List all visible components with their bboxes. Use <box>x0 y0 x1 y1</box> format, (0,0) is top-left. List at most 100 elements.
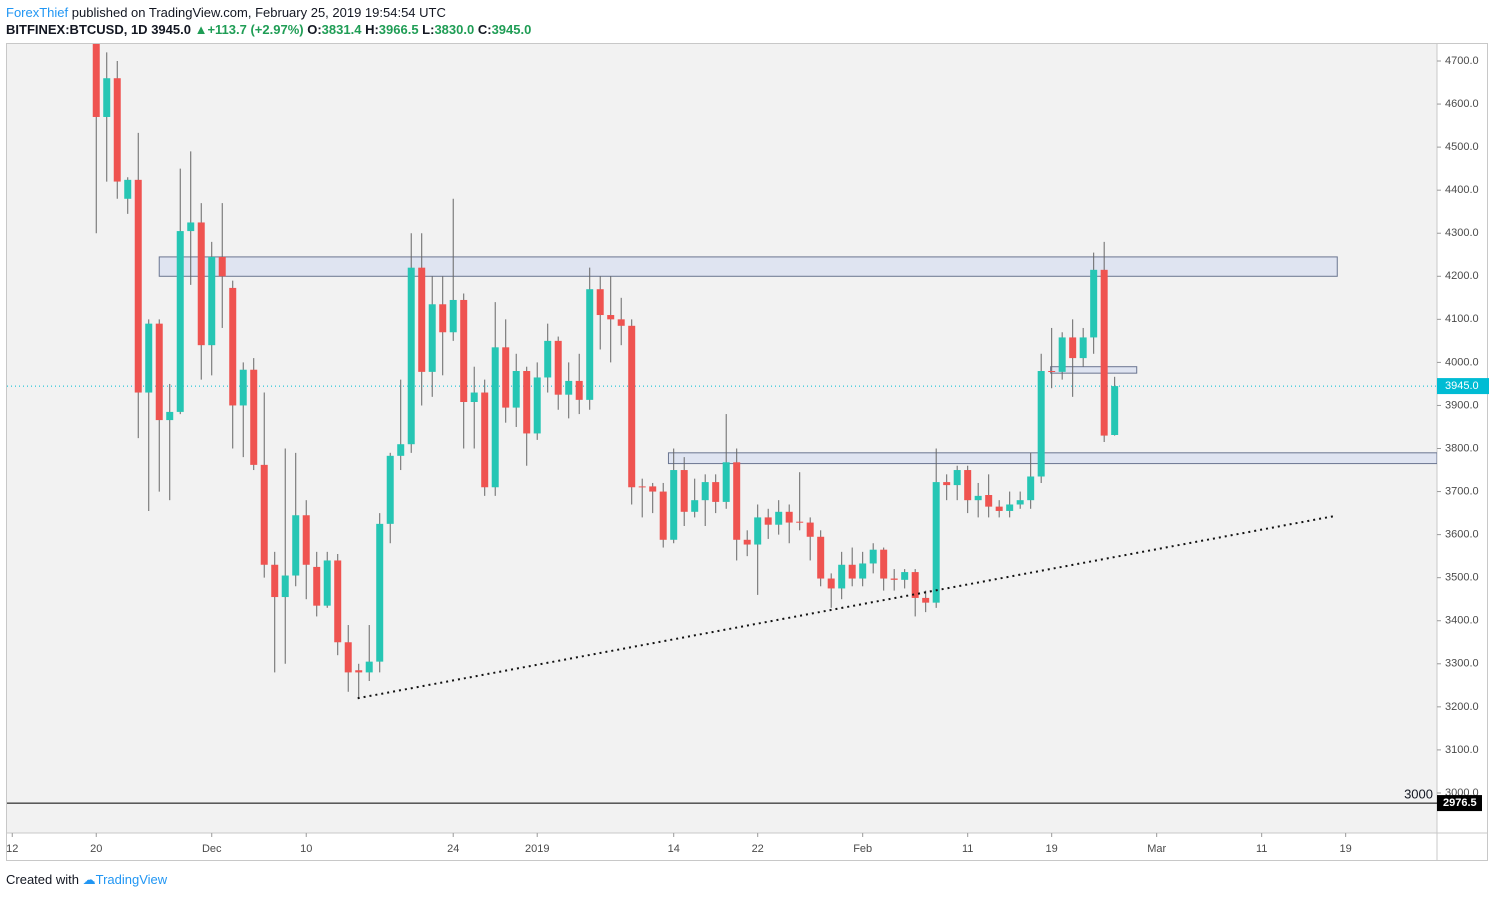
y-tick-label: 3600.0 <box>1445 529 1479 541</box>
ohlc-value: 3831.4 <box>321 22 362 37</box>
publish-line: ForexThief published on TradingView.com,… <box>6 4 531 21</box>
candle-body <box>827 578 835 589</box>
x-tick-label: 19 <box>1340 843 1352 855</box>
candle-body <box>575 380 583 400</box>
candle-body <box>470 392 478 403</box>
y-tick-label: 4000.0 <box>1445 356 1479 368</box>
candle-body <box>386 455 394 524</box>
candle-body <box>586 289 594 400</box>
y-tick-label: 3200.0 <box>1445 701 1479 713</box>
candle-body <box>155 323 163 421</box>
x-tick-label: 19 <box>1046 843 1058 855</box>
ohlc-label: L: <box>422 22 435 37</box>
ohlc-value: 3830.0 <box>434 22 475 37</box>
candle-body <box>197 222 205 346</box>
candle-body <box>218 256 226 277</box>
plot <box>7 44 1437 700</box>
candle-body <box>796 521 804 523</box>
candle-body <box>439 304 447 333</box>
candle-body <box>113 78 121 182</box>
symbol: BITFINEX:BTCUSD, 1D <box>6 22 148 37</box>
x-tick-label: 24 <box>447 843 459 855</box>
candle-body <box>649 486 657 492</box>
candle-body <box>344 642 352 673</box>
candle-body <box>785 511 793 523</box>
candle-body <box>964 470 972 501</box>
candle-body <box>880 549 888 579</box>
candle-body <box>103 78 111 117</box>
candle-body <box>250 369 258 465</box>
candle-body <box>229 287 237 406</box>
x-tick-label: 11 <box>962 843 973 855</box>
x-tick-label: Feb <box>853 843 872 855</box>
brand[interactable]: TradingView <box>95 872 168 887</box>
zone <box>667 452 1437 465</box>
candle-body <box>1016 500 1024 505</box>
y-tick-label: 3400.0 <box>1445 615 1479 627</box>
candle-body <box>260 464 268 565</box>
x-tick-label: 11 <box>1256 843 1267 855</box>
logo: ☁ <box>82 872 96 887</box>
y-tick-label: 3100.0 <box>1445 744 1479 756</box>
candle-body <box>1037 371 1045 477</box>
candle-body <box>985 495 993 507</box>
candle-body <box>722 462 730 502</box>
candle-body <box>890 578 898 580</box>
candle-body <box>565 380 573 395</box>
candle-body <box>418 267 426 372</box>
candle-body <box>859 563 867 579</box>
ohlc-label: O: <box>307 22 322 37</box>
last: 3945.0 <box>151 22 191 37</box>
published: published on TradingView.com, February 2… <box>71 5 446 20</box>
candle-body <box>1069 337 1077 359</box>
candle-body <box>1100 269 1108 436</box>
candle-body <box>995 506 1003 511</box>
author[interactable]: ForexThief <box>6 5 69 20</box>
candle-body <box>932 482 940 603</box>
y-tick-label: 3300.0 <box>1445 658 1479 670</box>
candle-body <box>512 371 520 408</box>
y-tick-label: 4300.0 <box>1445 227 1479 239</box>
candle-body <box>974 495 982 501</box>
candle-body <box>943 482 951 486</box>
ohlc-label: C: <box>477 22 492 37</box>
candle-body <box>1090 269 1098 338</box>
y-tick-label: 3700.0 <box>1445 485 1479 497</box>
candle-body <box>145 323 153 393</box>
candle-body <box>124 179 132 199</box>
x-tick-label: 22 <box>752 843 764 855</box>
candle-body <box>712 482 720 502</box>
y-tick-label: 4200.0 <box>1445 270 1479 282</box>
candle-body <box>302 515 310 565</box>
x-tick-label: 12 <box>6 843 18 855</box>
candle-body <box>407 267 415 445</box>
candle-body <box>922 597 930 603</box>
x-tick-label: 20 <box>90 843 102 855</box>
candle-body <box>208 256 216 346</box>
candle-body <box>901 572 909 580</box>
candle-body <box>838 564 846 589</box>
level-label-bg <box>1437 795 1482 812</box>
candle-body <box>848 564 856 579</box>
candle-body <box>166 411 174 421</box>
candle-body <box>176 231 184 412</box>
plot-background <box>7 44 1437 833</box>
candle-body <box>1006 504 1014 511</box>
x-tick-label: Dec <box>202 843 222 855</box>
candle-body <box>92 44 100 117</box>
candle-body <box>491 347 499 488</box>
y-tick-label: 4600.0 <box>1445 98 1479 110</box>
y-tick-label: 4700.0 <box>1445 55 1479 67</box>
candle-body <box>449 299 457 333</box>
ohlc-value: 3966.5 <box>378 22 419 37</box>
footer: Created with ☁TradingView <box>6 872 167 888</box>
candle-body <box>743 539 751 545</box>
candle-body <box>365 661 373 673</box>
candle-body <box>1111 386 1119 435</box>
x-tick-label: Mar <box>1147 843 1166 855</box>
ohlc-value: 3945.0 <box>491 22 532 37</box>
candle-body <box>691 500 699 512</box>
candle-body <box>806 522 814 537</box>
candle-body <box>617 319 625 326</box>
